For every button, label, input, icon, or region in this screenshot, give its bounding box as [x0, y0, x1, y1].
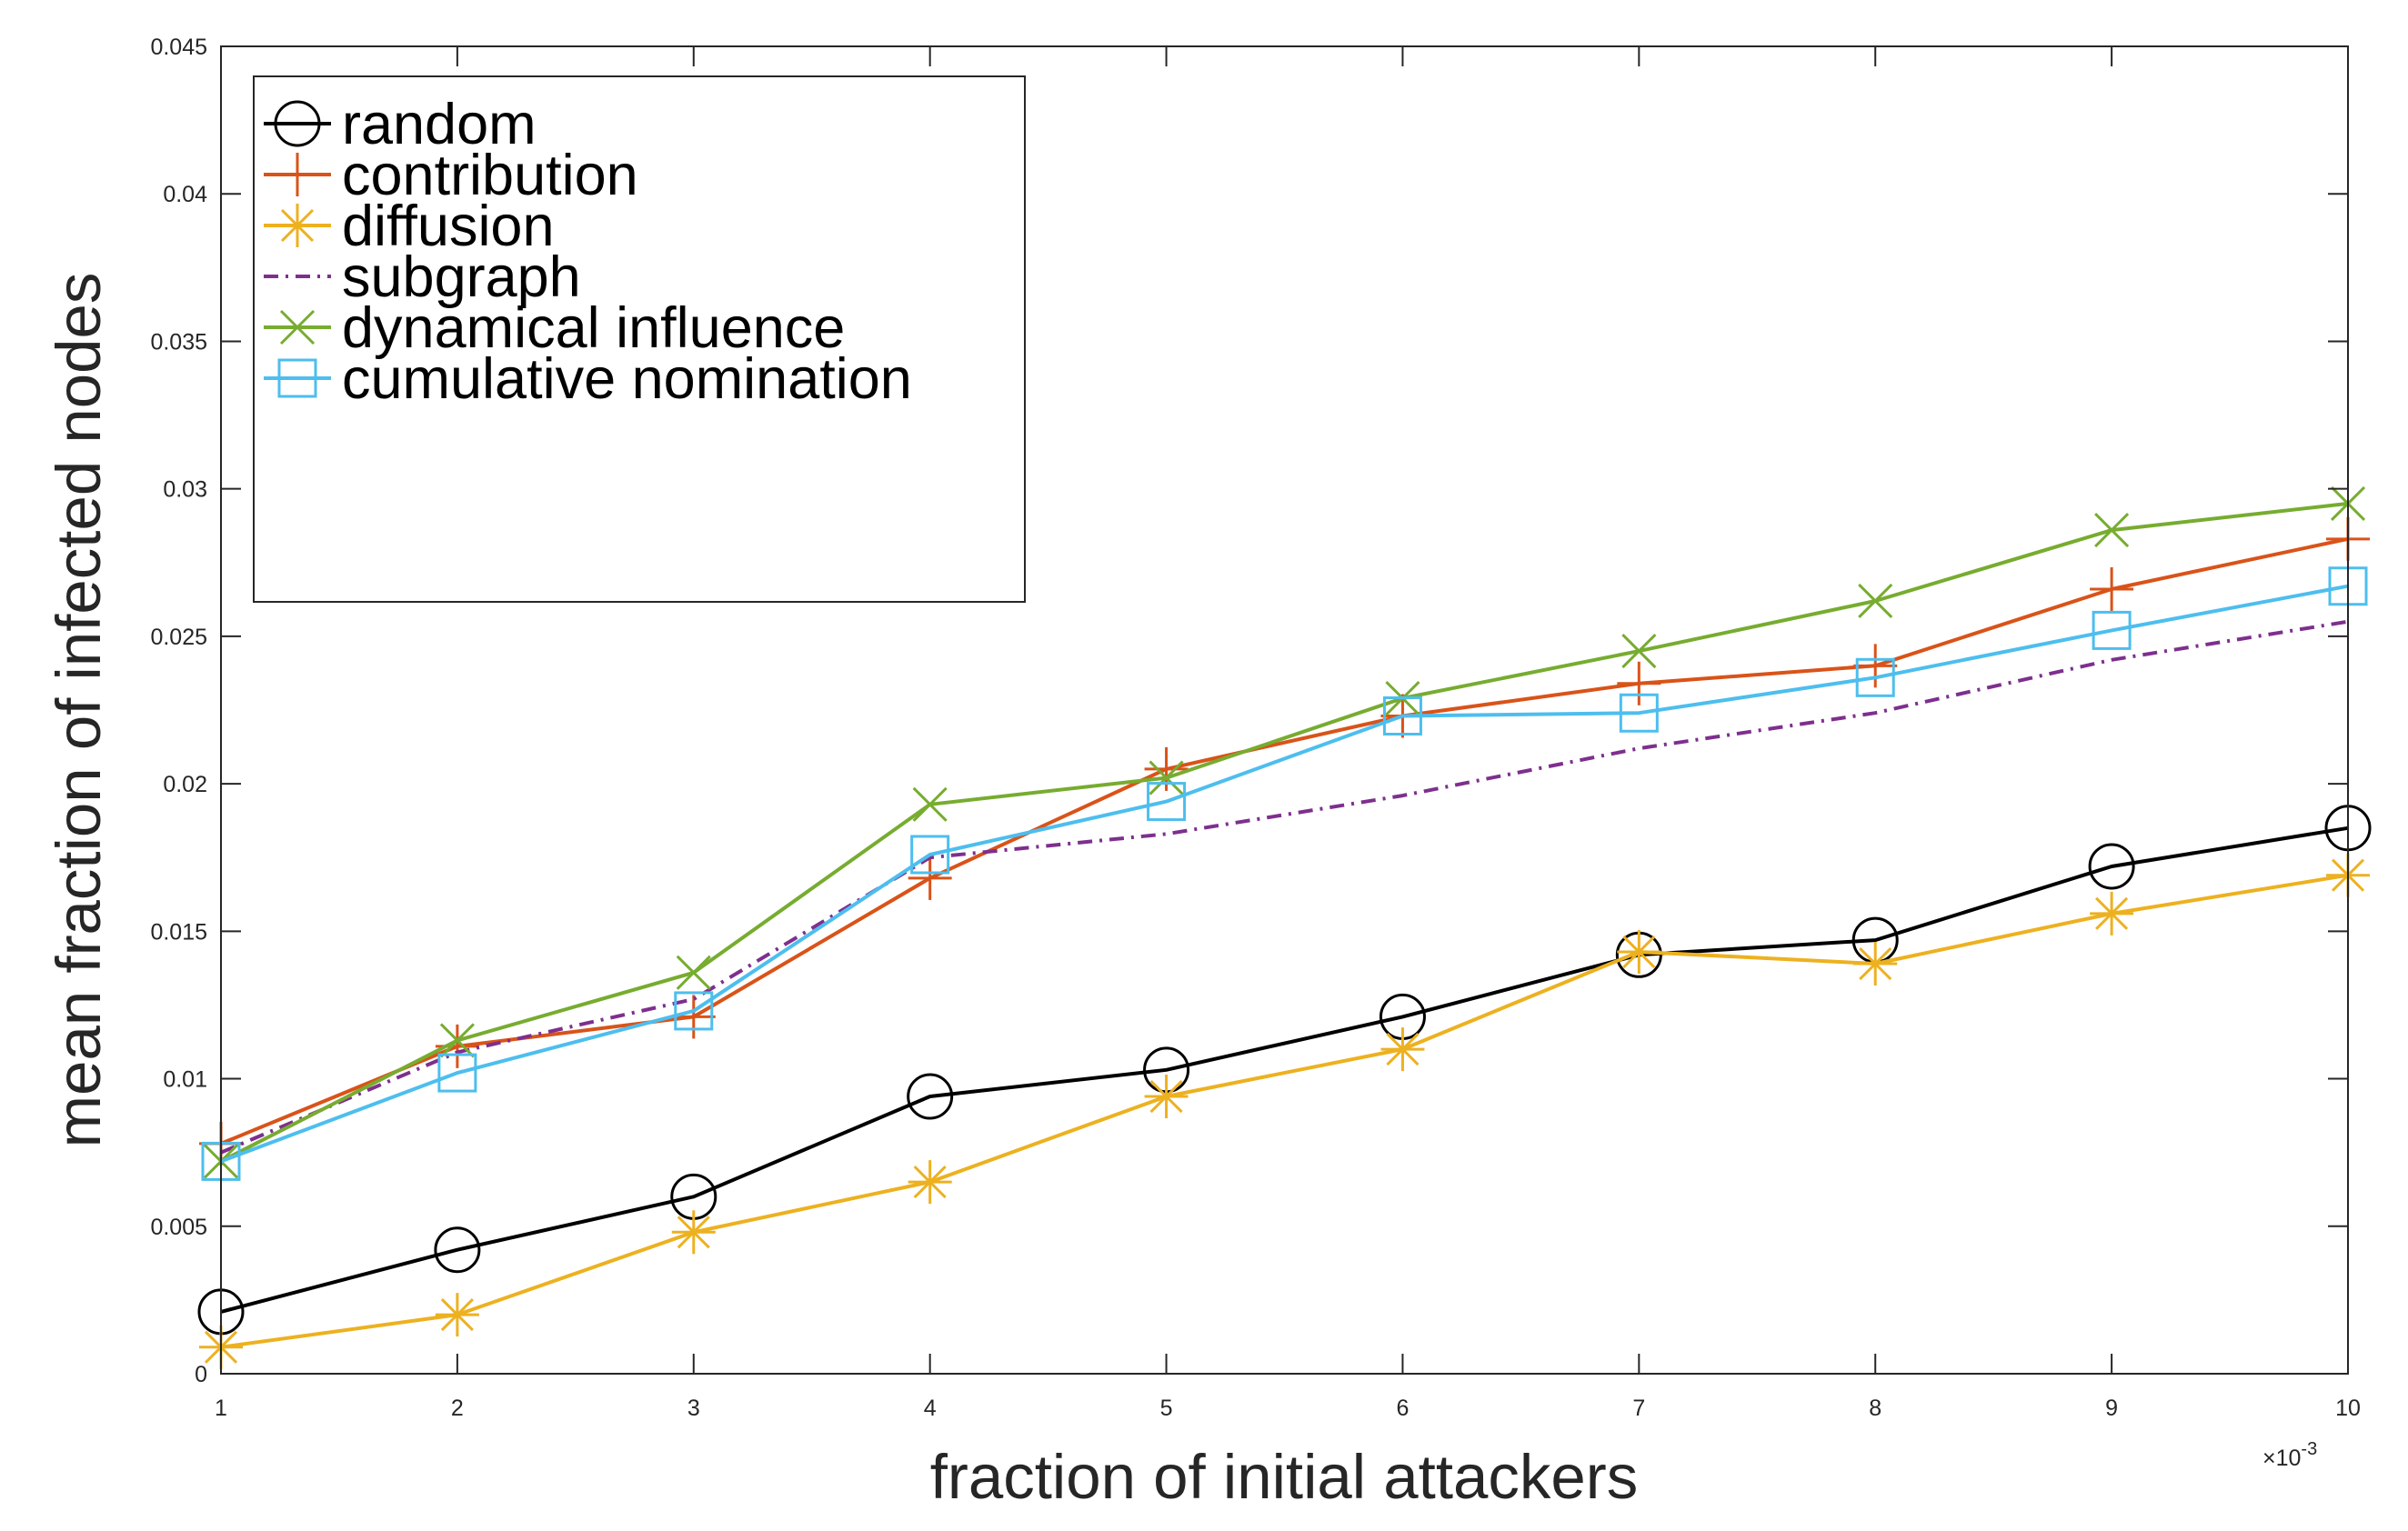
x-tick-label: 9: [2105, 1396, 2118, 1421]
legend-item: random: [264, 93, 537, 156]
x-exponent-base: ×10: [2263, 1446, 2301, 1471]
data-point: [908, 856, 952, 900]
data-point: [1853, 644, 1898, 688]
legend-marker: [277, 358, 317, 398]
plot-box: [220, 45, 2349, 1375]
x-tick-label: 1: [215, 1396, 227, 1421]
data-layer: [197, 485, 2372, 1369]
series-dynamical-influence: [203, 485, 2366, 1179]
x-exponent-power: -3: [2301, 1439, 2317, 1459]
data-point: [1380, 1027, 1425, 1072]
x-axis-title: fraction of initial attackers: [930, 1442, 1639, 1512]
x-tick-label: 5: [1160, 1396, 1173, 1421]
legend-label: random: [342, 93, 537, 156]
y-tick-label: 0.025: [150, 625, 207, 650]
legend-box: [253, 75, 1026, 603]
series-subgraph: [220, 619, 2349, 1155]
legend-marker: [276, 204, 319, 247]
y-tick-label: 0.03: [163, 477, 207, 503]
ticks-layer: 1 2 3 4 5 6 7 8 9 10 0 0.005 0.01 0.015 0.02 0.025 0.03 0…: [150, 35, 2360, 1421]
series-line: [220, 536, 2349, 1146]
data-point: [910, 835, 950, 875]
x-tick-label: 6: [1396, 1396, 1409, 1421]
data-point: [1144, 1075, 1189, 1119]
legend-item: cumulative nomination: [264, 347, 912, 411]
y-tick-label: 0: [195, 1362, 207, 1387]
data-point: [676, 955, 711, 990]
legend: randomcontributiondiffusionsubgraphdynam…: [253, 75, 1026, 603]
legend-label: diffusion: [342, 195, 555, 258]
series-line: [220, 873, 2349, 1349]
data-point: [1382, 695, 1422, 735]
x-tick-label: 8: [1869, 1396, 1881, 1421]
y-tick-label: 0.005: [150, 1215, 207, 1240]
legend-items: randomcontributiondiffusionsubgraphdynam…: [264, 93, 912, 411]
y-tick-label: 0.01: [163, 1067, 207, 1093]
data-point: [434, 1226, 481, 1274]
data-point: [671, 995, 716, 1039]
x-tick-label: 2: [451, 1396, 464, 1421]
legend-marker: [279, 309, 316, 345]
data-point: [1621, 634, 1657, 669]
x-tick-label: 7: [1632, 1396, 1645, 1421]
x-tick-label: 3: [687, 1396, 700, 1421]
data-point: [1619, 693, 1659, 733]
x-exponent-label: ×10-3: [2263, 1439, 2317, 1471]
data-point: [2092, 610, 2132, 650]
data-point: [2088, 843, 2135, 890]
data-point: [1853, 942, 1898, 986]
data-point: [908, 1160, 952, 1205]
legend-item: dynamical influence: [264, 296, 845, 360]
data-point: [1149, 760, 1184, 796]
series-line: [220, 619, 2349, 1155]
data-point: [674, 991, 714, 1031]
data-point: [1855, 657, 1895, 697]
data-point: [1147, 782, 1187, 822]
data-point: [439, 1023, 475, 1058]
data-point: [435, 1293, 479, 1337]
y-tick-label: 0.02: [163, 772, 207, 797]
legend-item: subgraph: [264, 245, 581, 309]
data-point: [2090, 891, 2134, 936]
series-line: [220, 584, 2349, 1164]
series-line: [220, 826, 2349, 1314]
y-tick-label: 0.015: [150, 919, 207, 945]
legend-item: contribution: [264, 144, 638, 207]
series-line: [220, 501, 2349, 1164]
legend-item: diffusion: [264, 195, 555, 258]
legend-marker: [274, 100, 321, 147]
series-diffusion: [199, 853, 2370, 1369]
legend-label: contribution: [342, 144, 638, 207]
y-axis-title: mean fraction of infected nodes: [44, 273, 114, 1148]
data-point: [912, 786, 948, 822]
y-tick-label: 0.04: [163, 182, 207, 207]
data-point: [1617, 930, 1661, 975]
legend-marker: [276, 153, 319, 196]
legend-label: dynamical influence: [342, 296, 845, 360]
data-point: [671, 1210, 716, 1255]
data-point: [2094, 513, 2130, 548]
data-point: [2090, 566, 2134, 611]
y-tick-label: 0.035: [150, 329, 207, 355]
x-tick-label: 10: [2335, 1396, 2361, 1421]
legend-label: subgraph: [342, 245, 581, 309]
x-tick-label: 4: [924, 1396, 937, 1421]
data-point: [437, 1053, 477, 1093]
data-point: [1858, 583, 1893, 619]
data-point: [1617, 661, 1661, 705]
legend-label: cumulative nomination: [342, 347, 912, 411]
y-tick-label: 0.045: [150, 35, 207, 60]
data-point: [907, 1073, 954, 1120]
